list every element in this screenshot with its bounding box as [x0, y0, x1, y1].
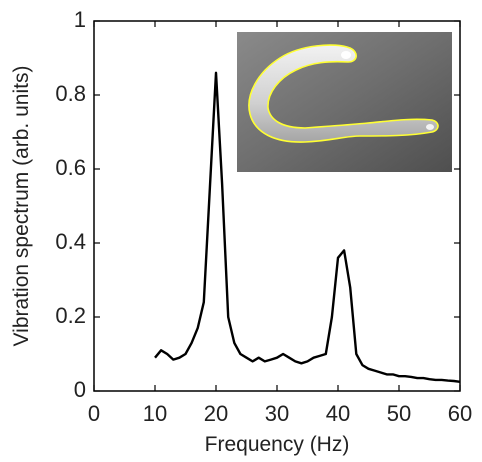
- x-tick-labels: 0 10 20 30 40 50 60: [88, 401, 472, 426]
- worm-image-inset: [237, 32, 452, 172]
- x-axis-label: Frequency (Hz): [205, 433, 350, 456]
- x-tick-label: 20: [204, 401, 228, 426]
- x-tick-label: 30: [265, 401, 289, 426]
- x-tick-label: 50: [387, 401, 411, 426]
- worm-head-highlight: [341, 51, 351, 59]
- series-layer: [154, 71, 461, 383]
- worm-body: [248, 44, 439, 143]
- y-tick-label: 0.4: [55, 229, 86, 254]
- y-tick-labels: 0 0.2 0.4 0.6 0.8 1: [55, 7, 86, 402]
- y-tick-label: 0.6: [55, 155, 86, 180]
- spectrum-line: [154, 71, 461, 383]
- y-axis-label: Vibration spectrum (arb. units): [10, 66, 33, 347]
- worm-tail-highlight: [426, 124, 434, 130]
- y-tick-label: 0.8: [55, 81, 86, 106]
- x-tick-label: 40: [326, 401, 350, 426]
- y-tick-label: 1: [74, 7, 86, 32]
- x-tick-label: 60: [448, 401, 472, 426]
- y-tick-label: 0.2: [55, 303, 86, 328]
- x-tick-label: 10: [143, 401, 167, 426]
- x-tick-label: 0: [88, 401, 100, 426]
- plot-frame: [93, 20, 461, 392]
- y-tick-label: 0: [74, 377, 86, 402]
